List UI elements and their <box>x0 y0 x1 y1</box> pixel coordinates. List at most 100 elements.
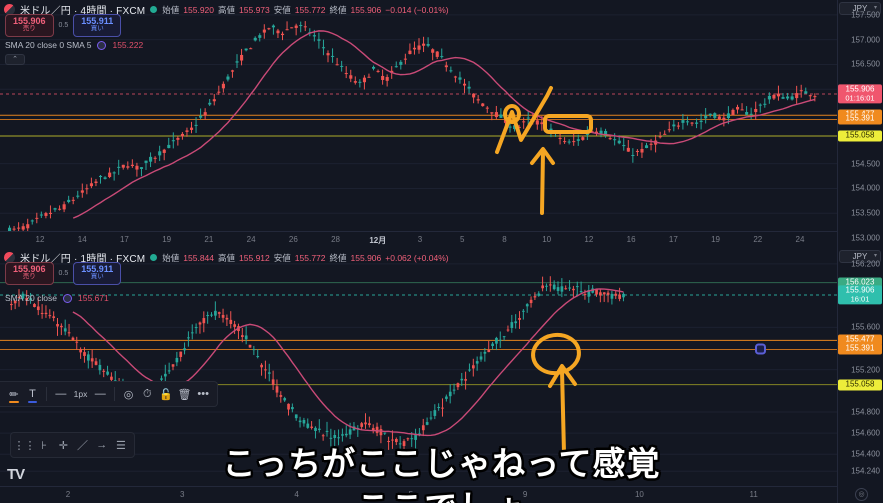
high-value: 155.912 <box>239 252 270 263</box>
list-icon[interactable]: ☰ <box>115 439 126 452</box>
arrow-icon[interactable]: → <box>96 439 108 451</box>
market-open-indicator-icon <box>150 6 158 13</box>
indicator-legend-4h[interactable]: SMA 20 close 0 SMA 5 155.222 <box>5 40 143 50</box>
close-value: 155.906 <box>350 4 382 15</box>
price-tick: 153.500 <box>851 208 880 218</box>
collapse-legend-button-4h[interactable]: ⌃ <box>5 54 25 65</box>
time-tick: 19 <box>162 235 172 244</box>
sell-button-4h[interactable]: 155.906 売り <box>5 14 54 38</box>
open-value: 155.920 <box>183 4 215 15</box>
price-scale-4h[interactable]: JPY ▾ 157.500157.000156.500156.000154.50… <box>837 0 883 248</box>
chart-plot-area-4h[interactable] <box>0 0 837 248</box>
price-tick: 154.600 <box>851 428 880 438</box>
sell-price: 155.906 <box>13 264 46 274</box>
line-width-label[interactable]: 1px <box>73 389 88 399</box>
indicator-color-icon <box>97 40 107 50</box>
price-scale-1h[interactable]: JPY ▾ ◎ 156.200 155.600 155.200 154.800 154.… <box>837 248 883 503</box>
tradingview-logo[interactable]: TV <box>7 466 25 483</box>
crosshair-icon[interactable]: ✛ <box>58 439 68 452</box>
price-tick: 157.500 <box>851 10 880 20</box>
price-badge[interactable]: 155.391 <box>838 343 882 355</box>
alert-icon[interactable]: ⏱ <box>142 387 152 400</box>
text-tool-icon[interactable]: T <box>25 384 41 405</box>
lock-icon[interactable]: 🔓 <box>159 388 173 401</box>
price-tick: 155.200 <box>851 365 880 375</box>
low-value: 155.772 <box>294 4 326 15</box>
chart-legend-1h: 米ドル／円 · 1時間 · FXCM 始値 155.844 高値 155.912… <box>4 250 449 265</box>
price-tick: 154.000 <box>851 183 880 193</box>
price-badge-value: 155.391 <box>845 114 875 124</box>
price-badge[interactable]: 155.391 <box>838 114 882 125</box>
price-badge-value: 155.477 <box>845 334 875 344</box>
time-tick: 5 <box>408 490 414 499</box>
time-tick: 9 <box>522 490 528 499</box>
pencil-icon[interactable]: ✏ <box>9 388 19 403</box>
price-badge-value: 155.058 <box>845 130 875 140</box>
price-tick: 156.500 <box>851 59 880 69</box>
price-tick: 154.800 <box>851 407 880 417</box>
time-tick: 21 <box>204 235 214 244</box>
price-badge[interactable]: 155.477 <box>838 334 882 346</box>
price-badge-value: 155.391 <box>845 343 875 353</box>
price-badge[interactable]: 155.058 <box>838 130 882 142</box>
high-label: 高値 <box>218 252 236 263</box>
time-tick: 14 <box>77 235 87 244</box>
time-tick: 3 <box>180 490 185 499</box>
time-tick: 17 <box>668 235 678 244</box>
line-style-icon[interactable]: — <box>94 388 106 400</box>
time-scale-4h[interactable]: 12 14 17 19 21 24 26 28 12月 3 5 8 10 12 16 17 19 22 24 <box>0 231 837 248</box>
more-icon[interactable]: ••• <box>197 388 209 400</box>
drawing-tools-toolbar[interactable]: ⋮⋮ ⊦ ✛ ／ → ☰ <box>10 432 135 458</box>
drawing-style-toolbar[interactable]: ✏ T — 1px — ◎ ⏱ 🔓 🗑 ••• <box>0 381 218 407</box>
currency-selector-4h[interactable]: JPY ▾ <box>839 2 881 15</box>
tool-color-swatch <box>9 400 19 403</box>
price-badge[interactable]: 155.906 16:01 <box>838 285 882 305</box>
currency-label: JPY <box>852 252 868 261</box>
indicator-legend-1h[interactable]: SMA 20 close 155.671 <box>5 293 109 303</box>
price-tick: 155.600 <box>851 322 880 332</box>
sell-price: 155.906 <box>13 16 46 26</box>
price-badge-value: 155.058 <box>845 379 875 389</box>
sell-button-1h[interactable]: 155.906 売り <box>5 262 54 286</box>
chart-legend-4h: 米ドル／円 · 4時間 · FXCM 始値 155.920 高値 155.973… <box>4 2 449 17</box>
time-tick: 12 <box>35 235 45 244</box>
line-width-dash-icon[interactable]: — <box>55 388 67 400</box>
price-tick: 156.200 <box>851 259 880 269</box>
price-badge[interactable]: 155.906 01:16:01 <box>838 84 882 104</box>
symbol-title[interactable]: 米ドル／円 · 1時間 · FXCM <box>20 254 146 265</box>
time-tick: 26 <box>288 235 298 244</box>
symbol-icon <box>4 4 15 15</box>
symbol-title[interactable]: 米ドル／円 · 4時間 · FXCM <box>20 6 146 17</box>
currency-selector-1h[interactable]: JPY ▾ <box>839 250 881 263</box>
spread-value: 0.5 <box>58 270 69 278</box>
toolbar-separator <box>46 387 48 401</box>
time-tick: 10 <box>634 490 644 499</box>
price-tick: 153.000 <box>851 233 880 243</box>
price-badge[interactable]: 156.023 <box>838 277 882 289</box>
buy-button-1h[interactable]: 155.911 買い <box>73 262 122 286</box>
drag-handle-icon[interactable]: ⋮⋮ <box>13 439 36 452</box>
trend-line-icon[interactable]: ／ <box>77 440 88 452</box>
indicator-name: SMA 20 close 0 SMA 5 <box>5 40 92 50</box>
price-badge-countdown: 16:01 <box>850 294 870 304</box>
cross-line-icon[interactable]: ⊦ <box>41 439 47 452</box>
open-value: 155.844 <box>183 252 215 263</box>
time-tick: 8 <box>502 235 507 244</box>
settings-icon[interactable]: ◎ <box>123 388 134 401</box>
time-tick: 12月 <box>369 236 387 245</box>
indicator-name: SMA 20 close <box>5 293 57 303</box>
buy-button-4h[interactable]: 155.911 買い <box>73 14 122 38</box>
change-value: −0.014 (−0.01%) <box>385 4 449 15</box>
price-tick: 154.240 <box>851 466 880 476</box>
time-tick: 10 <box>542 235 552 244</box>
delete-icon[interactable]: 🗑 <box>177 388 192 401</box>
scale-settings-icon[interactable]: ◎ <box>855 488 868 501</box>
caption-line-2: ここでしょ <box>0 481 883 503</box>
chevron-down-icon: ▾ <box>873 253 877 259</box>
price-badge[interactable]: 155.058 <box>838 379 882 391</box>
time-tick: 19 <box>711 235 720 244</box>
time-scale-1h[interactable]: 2 3 4 5 9 10 11 <box>0 486 837 503</box>
time-tick: 11 <box>749 490 758 499</box>
spread-value: 0.5 <box>58 22 69 30</box>
